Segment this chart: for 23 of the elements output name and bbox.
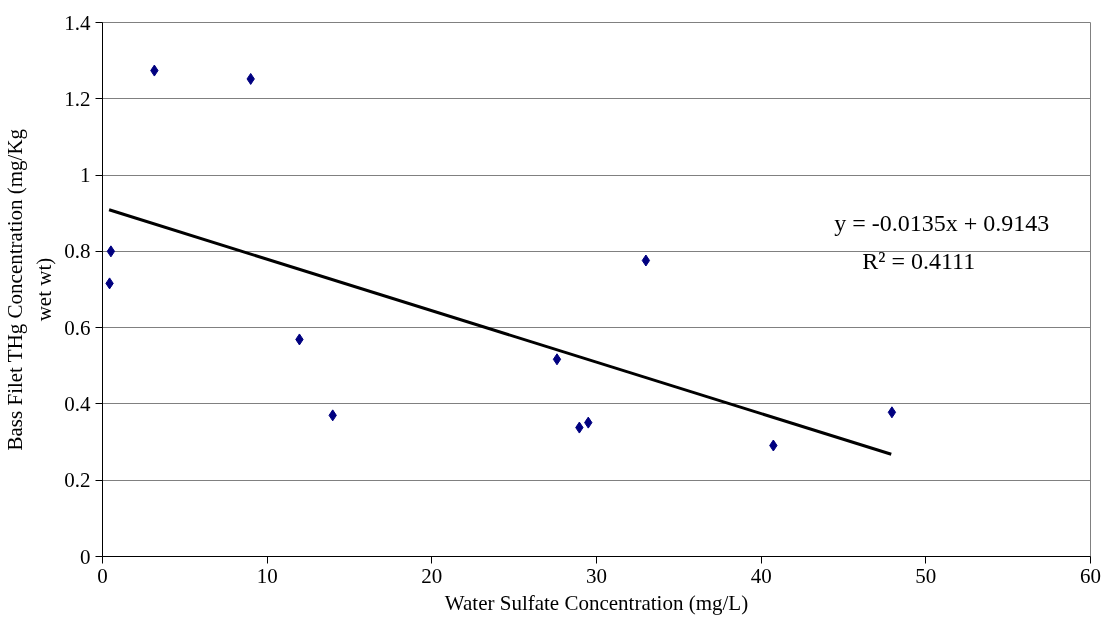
y-tick-label: 0: [80, 544, 91, 569]
point: [106, 245, 116, 258]
x-tick-label: 50: [915, 563, 937, 588]
y-tick-label: 1.2: [64, 86, 91, 111]
y-tick-label: 1: [80, 163, 91, 188]
point: [552, 353, 562, 366]
x-tick-label: 40: [750, 563, 772, 588]
point: [641, 254, 651, 267]
point: [887, 406, 897, 419]
y-axis-title: Bass Filet THg Concentration (mg/Kg wet wt): [3, 128, 57, 451]
y-tick-label: 1.4: [64, 10, 91, 35]
y-tick-label: 0.4: [64, 391, 91, 416]
x-tick-label: 30: [586, 563, 607, 588]
y-tick-label: 0.8: [64, 239, 91, 264]
y-tick-label: 0.2: [64, 468, 91, 493]
annotation: y = -0.0135x + 0.9143: [834, 210, 1050, 237]
x-tick-label: 60: [1080, 563, 1101, 588]
x-axis-title: Water Sulfate Concentration (mg/L): [444, 590, 749, 615]
annotation: R² = 0.4111: [862, 248, 976, 275]
x-tick-label: 0: [97, 563, 108, 588]
y-tick-label: 0.6: [64, 315, 91, 340]
x-tick-label: 10: [256, 563, 278, 588]
x-tick-label: 20: [421, 563, 443, 588]
